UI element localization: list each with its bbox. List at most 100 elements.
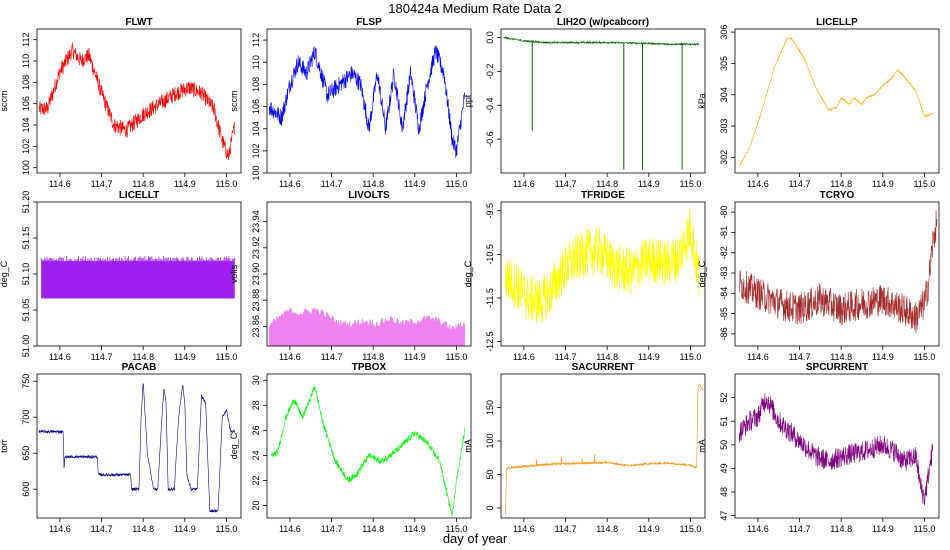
- y-axis-label: ppt: [463, 94, 473, 107]
- x-tick-label: 114.6: [747, 524, 769, 534]
- x-tick-label: 114.8: [362, 179, 384, 189]
- x-tick-label: 114.9: [872, 352, 894, 362]
- y-tick-label: -9.5: [485, 203, 495, 219]
- y-tick-label: -85: [719, 307, 729, 320]
- x-tick-label: 115.0: [913, 352, 935, 362]
- x-tick-label: 115.0: [215, 524, 237, 534]
- y-axis-label: deg_C: [463, 260, 473, 287]
- panel-title: TPBOX: [352, 362, 387, 373]
- x-tick-label: 114.8: [596, 524, 618, 534]
- plot-area: [38, 42, 236, 161]
- panel-tfridge: TFRIDGE deg_C 114.6 114.7 114.8 114.9 115.0 -9.…: [463, 190, 706, 362]
- y-tick-label: 750: [21, 374, 31, 389]
- y-tick-label: 24: [251, 450, 261, 460]
- y-tick-label: 302: [719, 150, 729, 165]
- series-line: [270, 385, 466, 517]
- plot-frame: [36, 373, 242, 519]
- y-tick-label: 112: [21, 32, 31, 46]
- y-tick-label: 47: [719, 511, 729, 521]
- y-axis-label: mA: [697, 439, 707, 453]
- y-axis-label: deg_C: [229, 432, 239, 459]
- y-tick-label: 700: [21, 410, 31, 425]
- y-tick-label: 0.0: [485, 31, 495, 44]
- panel-title: FLWT: [125, 17, 152, 28]
- x-tick-label: 114.9: [404, 524, 426, 534]
- y-tick-label: 30: [251, 375, 261, 385]
- y-tick-label: -81: [719, 226, 729, 239]
- x-tick-label: 114.7: [91, 352, 113, 362]
- y-tick-label: 49: [719, 463, 729, 473]
- y-tick-label: 26: [251, 425, 261, 435]
- y-tick-label: 304: [719, 87, 729, 102]
- y-tick-label: -0.4: [485, 97, 495, 113]
- y-tick-label: 51.15: [21, 227, 31, 250]
- x-tick-label: 114.9: [404, 352, 426, 362]
- x-tick-label: 114.9: [638, 352, 660, 362]
- y-tick-label: -0.6: [485, 131, 495, 147]
- series-line: [268, 45, 466, 159]
- x-tick-label: 114.6: [49, 524, 71, 534]
- y-tick-label: 22: [251, 475, 261, 485]
- x-tick-label: 114.9: [174, 524, 196, 534]
- y-tick-label: 52: [719, 393, 729, 403]
- x-tick-label: 114.9: [638, 524, 660, 534]
- plot-frame: [266, 373, 472, 519]
- y-tick-label: 600: [21, 482, 31, 497]
- y-tick-label: 100: [485, 433, 495, 448]
- x-tick-label: 114.8: [132, 352, 154, 362]
- y-tick-label: 23.86: [251, 315, 261, 338]
- y-tick-label: -83: [719, 266, 729, 279]
- plot-area: [38, 383, 236, 513]
- y-tick-label: 50: [719, 440, 729, 450]
- y-tick-label: 28: [251, 400, 261, 410]
- panel-title: LICELLP: [816, 17, 858, 28]
- y-tick-label: 112: [251, 33, 261, 47]
- x-tick-label: 114.9: [872, 524, 894, 534]
- panel-licellp: LICELLP kPa 114.6 114.7 114.8 114.9 115.0 302 30…: [697, 17, 940, 189]
- panel-title: LIH2O (w/pcabcorr): [557, 17, 649, 28]
- y-tick-label: 51: [719, 416, 729, 426]
- series-line: [738, 393, 934, 506]
- y-tick-label: 100: [21, 160, 31, 175]
- figure-xlabel: day of year: [443, 531, 508, 546]
- plot-area: [505, 383, 704, 515]
- plot-frame: [734, 201, 940, 347]
- y-tick-label: 108: [21, 75, 31, 90]
- panel-livolts: LIVOLTS volts 114.6 114.7 114.8 114.9 115.0 23.…: [229, 190, 472, 362]
- figure-title: 180424a Medium Rate Data 2: [388, 1, 561, 16]
- x-tick-label: 115.0: [913, 524, 935, 534]
- x-tick-label: 115.0: [215, 352, 237, 362]
- y-tick-label: 106: [251, 99, 261, 114]
- x-tick-label: 114.6: [279, 179, 301, 189]
- y-tick-label: -84: [719, 287, 729, 300]
- x-tick-label: 114.9: [638, 179, 660, 189]
- y-axis-label: torr: [0, 439, 9, 453]
- panel-title: SPCURRENT: [806, 362, 868, 373]
- series-line: [739, 210, 938, 333]
- y-tick-label: 20: [251, 500, 261, 510]
- series-spikes: [40, 256, 236, 261]
- y-tick-label: 306: [719, 25, 729, 40]
- y-tick-label: 0: [485, 505, 495, 510]
- x-tick-label: 114.7: [321, 179, 343, 189]
- plot-area: [738, 37, 933, 167]
- y-axis-label: sccm: [0, 91, 9, 112]
- panel-spcurrent: SPCURRENT mA 114.6 114.7 114.8 114.9 115.0 47 48…: [697, 362, 940, 534]
- y-tick-label: 100: [251, 165, 261, 180]
- x-tick-label: 114.8: [830, 352, 852, 362]
- x-tick-label: 115.0: [215, 179, 237, 189]
- y-tick-label: 51.05: [21, 299, 31, 322]
- plot-frame: [500, 28, 706, 174]
- y-tick-label: 303: [719, 119, 729, 134]
- x-tick-label: 114.7: [555, 179, 577, 189]
- y-tick-label: 51.00: [21, 335, 31, 358]
- x-tick-label: 114.8: [132, 524, 154, 534]
- panel-licellt: LICELLT deg_C 114.6 114.7 114.8 114.9 115.0 51.…: [0, 190, 242, 362]
- x-tick-label: 114.8: [596, 352, 618, 362]
- series-line: [504, 208, 700, 324]
- x-tick-label: 114.6: [49, 352, 71, 362]
- x-tick-label: 114.8: [596, 179, 618, 189]
- y-tick-label: 23.92: [251, 237, 261, 260]
- panel-title: TCRYO: [820, 190, 855, 201]
